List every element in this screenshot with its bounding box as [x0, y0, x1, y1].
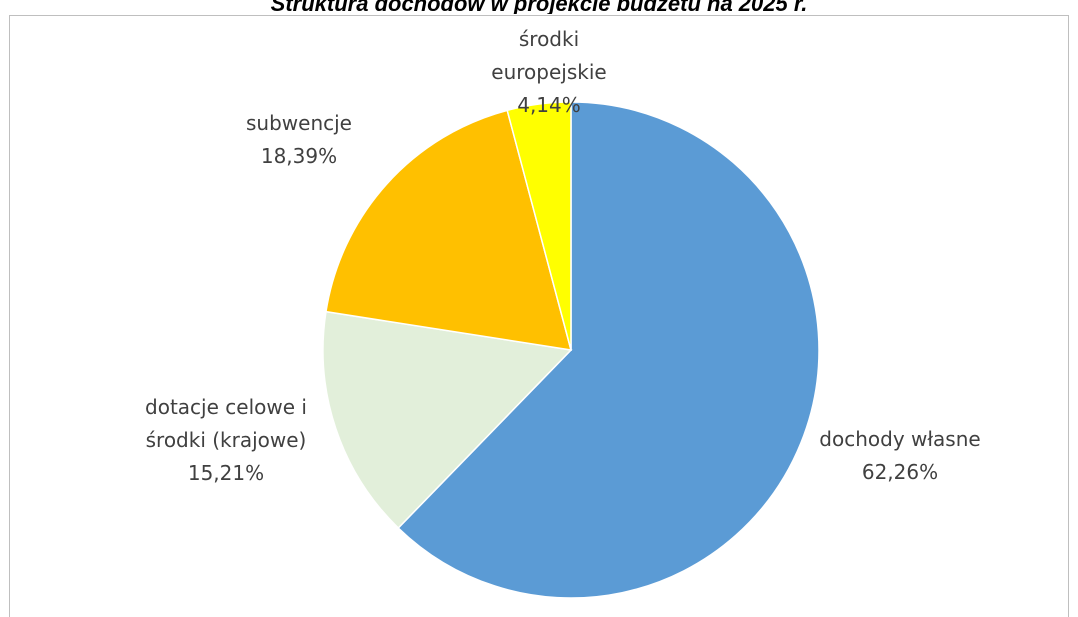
chart-frame: [9, 15, 1069, 617]
data-label-line: 4,14%: [517, 93, 581, 117]
pie-slice-0: [397, 101, 820, 599]
data-label-0: dochody własne 62,26%: [819, 427, 980, 484]
data-label-line: 18,39%: [261, 144, 337, 168]
data-label-line: europejskie: [491, 60, 606, 84]
data-label-line: środki: [519, 27, 579, 51]
pie-slice-3: [506, 101, 572, 351]
data-label-line: środki (krajowe): [146, 428, 307, 452]
chart-title: Struktura dochodów w projekcie budżetu n…: [270, 0, 808, 14]
data-label-line: dotacje celowe i: [145, 395, 307, 419]
data-label-line: 15,21%: [188, 461, 264, 485]
pie-slice-2: [325, 109, 573, 351]
data-label-2: subwencje 18,39%: [246, 111, 352, 168]
pie-labels: dochody własne 62,26% dotacje celowe i środ…: [145, 27, 981, 485]
data-label-3: środki europejskie 4,14%: [491, 27, 606, 117]
data-label-line: subwencje: [246, 111, 352, 135]
data-label-1: dotacje celowe i środki (krajowe) 15,21%: [145, 395, 307, 485]
data-label-line: 62,26%: [862, 460, 938, 484]
pie-slice-1: [322, 310, 573, 530]
data-label-line: dochody własne: [819, 427, 980, 451]
pie-slices: [322, 101, 820, 599]
